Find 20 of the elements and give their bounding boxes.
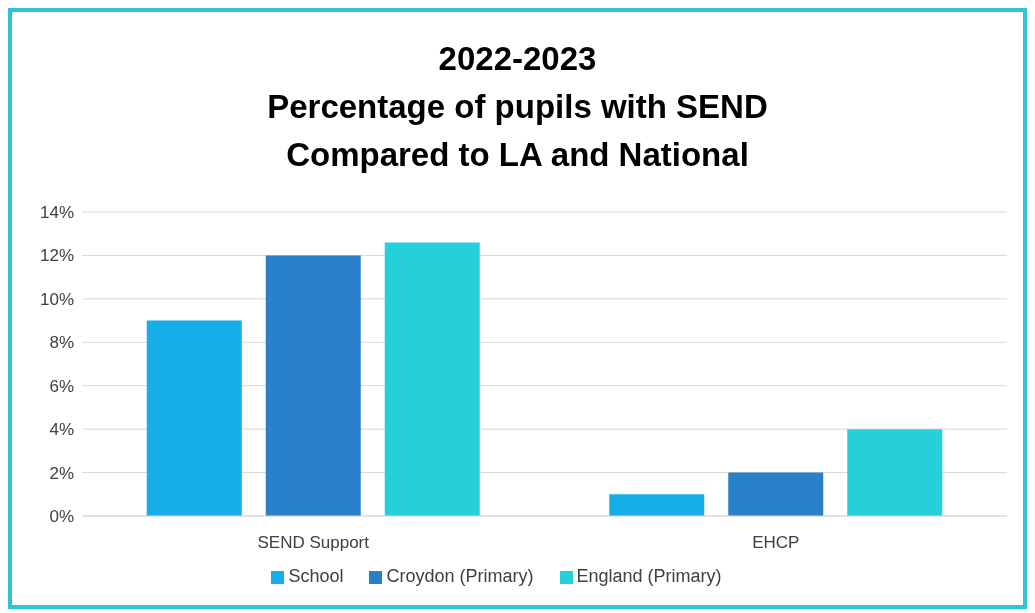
legend-label: England (Primary)	[576, 566, 722, 586]
y-tick-label: 6%	[49, 376, 74, 396]
bar	[609, 494, 705, 516]
bar	[384, 242, 480, 516]
legend-label: School	[288, 566, 344, 586]
x-tick-label: EHCP	[752, 533, 800, 553]
y-tick-label: 4%	[49, 420, 74, 440]
y-tick-label: 2%	[49, 463, 74, 483]
legend-label: Croydon (Primary)	[386, 566, 534, 586]
bar	[728, 472, 824, 516]
bar	[146, 320, 242, 516]
y-tick-label: 8%	[49, 333, 74, 353]
y-tick-label: 10%	[39, 289, 74, 309]
y-tick-label: 12%	[39, 246, 74, 266]
y-tick-label: 14%	[39, 203, 74, 223]
y-tick-label: 0%	[49, 507, 74, 527]
chart-title: 2022-2023 Percentage of pupils with SEND Compared to LA and National	[266, 39, 769, 175]
bar	[847, 429, 943, 516]
x-tick-label: SEND Support	[257, 533, 370, 553]
bar	[265, 255, 361, 516]
